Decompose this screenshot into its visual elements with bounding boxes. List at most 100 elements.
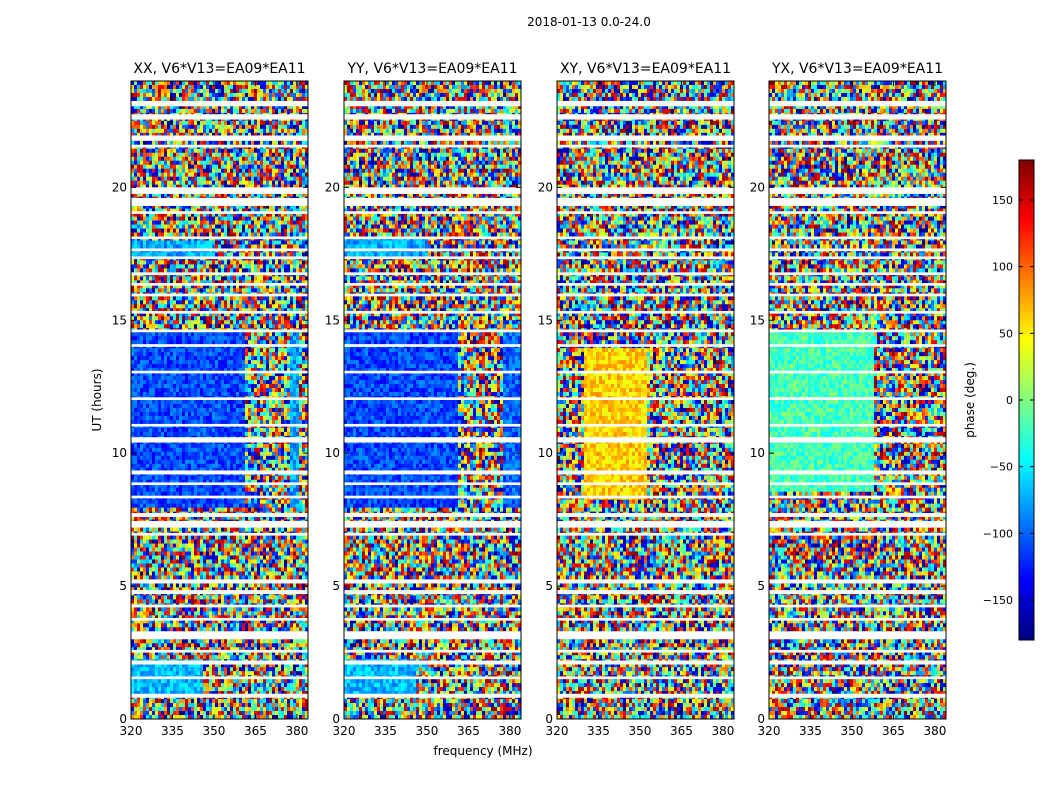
heatmap-cell <box>242 376 246 381</box>
heatmap-cell <box>206 356 210 361</box>
heatmap-cell <box>218 232 222 237</box>
heatmap-cell <box>200 244 204 249</box>
heatmap-cell <box>149 300 153 305</box>
heatmap-cell <box>158 132 162 138</box>
heatmap-cell <box>152 164 156 170</box>
heatmap-cell <box>140 312 144 317</box>
heatmap-cell <box>161 308 165 313</box>
heatmap-cell <box>155 316 159 321</box>
heatmap-cell <box>230 296 234 301</box>
heatmap-cell <box>170 204 174 209</box>
heatmap-cell <box>185 220 189 225</box>
heatmap-cell <box>296 380 300 385</box>
heatmap-cell <box>182 180 186 186</box>
heatmap-cell <box>245 392 249 397</box>
heatmap-cell <box>170 244 174 249</box>
heatmap-cell <box>146 411 150 417</box>
heatmap-cell <box>299 176 303 182</box>
heatmap-cell <box>149 392 153 397</box>
heatmap-cell <box>146 324 150 329</box>
heatmap-cell <box>260 96 264 102</box>
heatmap-cell <box>215 316 219 321</box>
heatmap-cell <box>287 403 291 409</box>
heatmap-cell <box>272 352 276 357</box>
heatmap-cell <box>260 212 264 217</box>
heatmap-cell <box>188 120 192 126</box>
heatmap-cell <box>287 320 291 325</box>
heatmap-cell <box>194 268 198 273</box>
heatmap-cell <box>248 368 252 373</box>
heatmap-cell <box>197 228 201 233</box>
heatmap-cell <box>275 140 279 146</box>
heatmap-cell <box>257 148 261 154</box>
heatmap-cell <box>197 128 201 134</box>
heatmap-cell <box>182 332 186 337</box>
heatmap-cell <box>263 260 267 265</box>
heatmap-cell <box>236 140 240 146</box>
heatmap-cell <box>209 380 213 385</box>
heatmap-cell <box>290 228 294 233</box>
heatmap-cell <box>131 192 135 198</box>
heatmap-cell <box>236 220 240 225</box>
heatmap-cell <box>284 120 288 126</box>
heatmap-cell <box>224 232 228 237</box>
heatmap-cell <box>281 308 285 313</box>
heatmap-cell <box>143 400 147 405</box>
heatmap-cell <box>227 192 231 198</box>
heatmap-cell <box>215 384 219 389</box>
heatmap-cell <box>233 140 237 146</box>
heatmap-cell <box>152 340 156 345</box>
heatmap-cell <box>257 120 261 126</box>
heatmap-cell <box>209 156 213 162</box>
heatmap-cell <box>143 260 147 265</box>
heatmap-cell <box>134 300 138 305</box>
heatmap-cell <box>140 300 144 305</box>
heatmap-cell <box>269 172 273 178</box>
heatmap-cell <box>287 92 291 98</box>
heatmap-cell <box>260 308 264 313</box>
heatmap-cell <box>299 312 303 317</box>
heatmap-cell <box>284 148 288 154</box>
heatmap-cell <box>251 288 255 293</box>
heatmap-cell <box>272 108 276 114</box>
heatmap-cell <box>254 244 258 249</box>
heatmap-cell <box>218 88 222 94</box>
heatmap-cell <box>209 320 213 325</box>
heatmap-cell <box>137 88 141 94</box>
heatmap-cell <box>287 96 291 102</box>
heatmap-cell <box>131 380 135 385</box>
heatmap-cell <box>251 340 255 345</box>
heatmap-cell <box>143 360 147 365</box>
heatmap-cell <box>275 320 279 325</box>
heatmap-cell <box>239 252 243 257</box>
heatmap-cell <box>305 407 308 413</box>
heatmap-cell <box>287 84 291 90</box>
heatmap-cell <box>260 84 264 90</box>
heatmap-cell <box>206 152 210 158</box>
heatmap-cell <box>173 380 177 385</box>
heatmap-cell <box>272 252 276 257</box>
heatmap-cell <box>212 296 216 301</box>
heatmap-cell <box>131 324 135 329</box>
heatmap-cell <box>248 192 252 198</box>
heatmap-cell <box>230 340 234 345</box>
heatmap-cell <box>245 388 249 393</box>
heatmap-cell <box>182 276 186 281</box>
heatmap-cell <box>212 324 216 329</box>
heatmap-cell <box>134 324 138 329</box>
heatmap-cell <box>290 124 294 130</box>
heatmap-cell <box>299 296 303 301</box>
heatmap-cell <box>299 192 303 198</box>
heatmap-cell <box>290 400 294 405</box>
heatmap-cell <box>179 392 183 397</box>
heatmap-cell <box>176 204 180 209</box>
heatmap-cell <box>140 156 144 162</box>
heatmap-cell <box>224 403 228 409</box>
heatmap-cell <box>263 124 267 130</box>
heatmap-cell <box>182 128 186 134</box>
heatmap-cell <box>209 240 213 245</box>
heatmap-cell <box>212 268 216 273</box>
heatmap-cell <box>227 108 231 114</box>
heatmap-cell <box>182 108 186 114</box>
heatmap-cell <box>161 252 165 257</box>
